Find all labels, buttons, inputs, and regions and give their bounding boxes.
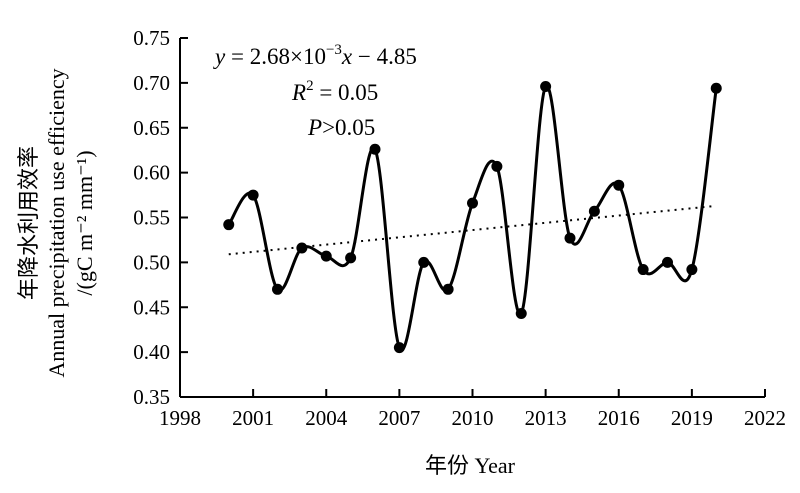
data-point — [637, 264, 649, 276]
data-point — [613, 179, 625, 191]
data-point — [467, 197, 478, 209]
data-point — [247, 189, 259, 201]
y-axis-title: 年降水利用效率 Annual precipitation use efficie… — [16, 68, 97, 377]
data-points — [223, 80, 722, 354]
x-tick-label: 2004 — [305, 406, 348, 430]
y-tick-label: 0.35 — [133, 385, 170, 409]
y-axis-title-line-2: Annual precipitation use efficiency — [44, 68, 69, 377]
data-point — [564, 232, 576, 244]
regression-equation: y = 2.68×10−3x − 4.85 — [213, 42, 417, 69]
data-point — [540, 80, 552, 92]
x-tick-label: 2007 — [378, 406, 420, 430]
y-tick-label: 0.75 — [133, 26, 170, 50]
data-point — [662, 256, 673, 268]
data-point — [393, 342, 405, 354]
x-tick-label: 1998 — [159, 406, 201, 430]
y-tick-label: 0.40 — [133, 340, 170, 364]
axes-frame — [179, 38, 765, 398]
y-axis-title-line-3: /(gC m⁻² mm⁻¹) — [72, 150, 97, 295]
tick-labels: 0.35 0.40 0.45 0.50 0.55 0.60 0.65 0.70 0.75 1998… — [133, 26, 786, 430]
x-axis-title: 年份 Year — [425, 453, 516, 478]
data-point — [320, 250, 332, 262]
data-point — [223, 219, 235, 231]
data-point — [272, 283, 283, 295]
axis-ticks — [179, 37, 766, 398]
data-point — [345, 252, 357, 264]
data-point — [442, 283, 454, 295]
r-squared-label: R2 = 0.05 — [291, 78, 378, 105]
data-point — [588, 205, 600, 217]
data-point — [296, 242, 308, 254]
data-point — [491, 160, 503, 172]
x-tick-label: 2022 — [744, 406, 786, 430]
x-tick-label: 2016 — [598, 406, 640, 430]
data-point — [686, 264, 698, 276]
data-point — [418, 256, 430, 268]
data-point — [515, 308, 527, 320]
y-tick-label: 0.50 — [133, 250, 170, 274]
y-tick-label: 0.65 — [133, 116, 170, 140]
y-tick-label: 0.70 — [133, 71, 170, 95]
y-tick-label: 0.55 — [133, 206, 170, 230]
y-axis-title-line-1: 年降水利用效率 — [16, 146, 41, 300]
data-point — [369, 143, 381, 155]
series-line — [227, 84, 718, 352]
x-tick-label: 2001 — [232, 406, 274, 430]
p-value-label: P>0.05 — [307, 115, 375, 140]
x-tick-label: 2019 — [671, 406, 713, 430]
data-point — [710, 82, 722, 94]
y-tick-label: 0.60 — [133, 161, 170, 185]
y-tick-label: 0.45 — [133, 295, 170, 319]
x-tick-label: 2010 — [452, 406, 494, 430]
x-tick-label: 2013 — [525, 406, 567, 430]
